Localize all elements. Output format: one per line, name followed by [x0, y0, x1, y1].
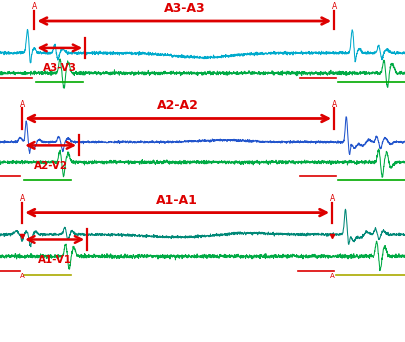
Text: A1-A1: A1-A1 — [156, 194, 198, 207]
Text: A: A — [20, 194, 25, 203]
Text: A3-A3: A3-A3 — [164, 2, 205, 15]
Text: A: A — [330, 274, 335, 279]
Text: A: A — [20, 274, 25, 279]
Text: A: A — [330, 194, 335, 203]
Text: A2-V2: A2-V2 — [34, 160, 68, 171]
Text: A: A — [32, 2, 37, 11]
Text: A: A — [332, 100, 337, 109]
Text: A1-V1: A1-V1 — [38, 254, 72, 265]
Text: A: A — [20, 100, 25, 109]
Text: A: A — [332, 2, 337, 11]
Text: A2-A2: A2-A2 — [157, 100, 199, 113]
Text: A3-V3: A3-V3 — [43, 63, 77, 73]
